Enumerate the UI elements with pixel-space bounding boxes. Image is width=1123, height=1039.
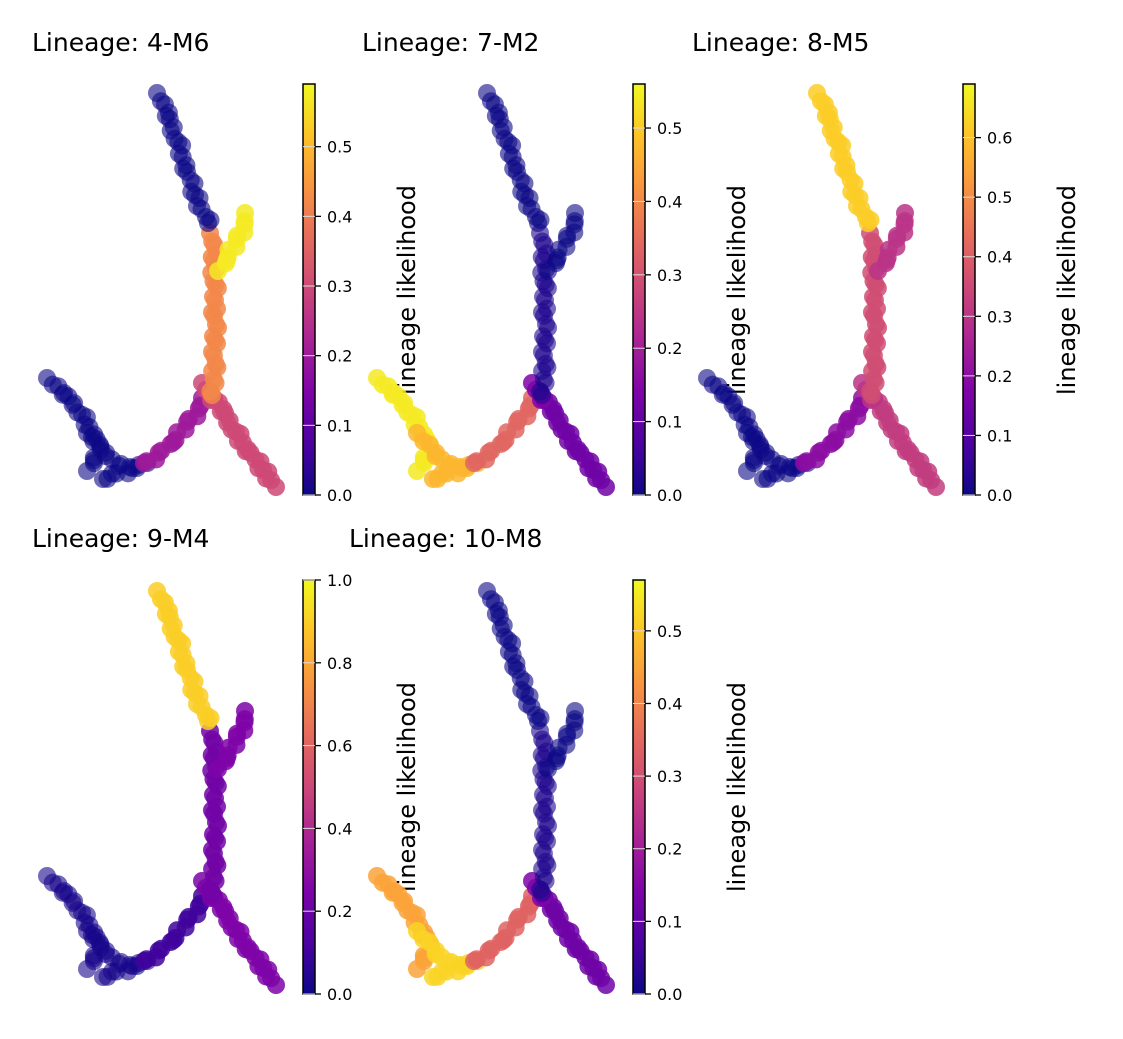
panel-title-8-M5: Lineage: 8-M5 [692,28,870,57]
panel-4: 0.0 0.1 0.2 0.3 0.4 0.5 lineage likelihood [368,579,751,1004]
scatter-point [78,960,96,978]
scatter-point [78,462,96,480]
colorbar-tick-label: 0.0 [327,985,352,1004]
colorbar [632,579,646,995]
scatter-point [209,262,227,280]
colorbar-tick-label: 0.8 [327,654,352,673]
scatter-point [863,386,881,404]
panel-title-10-M8: Lineage: 10-M8 [349,524,543,553]
colorbar-tick-label: 0.4 [657,192,682,211]
colorbar-tick-label: 0.3 [327,277,352,296]
scatter-point [754,470,772,488]
scatter-point [869,262,887,280]
colorbar-tick-label: 0.0 [987,486,1012,505]
scatter-point [203,884,221,902]
colorbar-tick-label: 0.2 [987,367,1012,386]
scatter-point [94,470,112,488]
colorbar-tick-label: 0.0 [327,486,352,505]
scatter-point [465,952,483,970]
scatter-point [199,712,217,730]
panel-title-7-M2: Lineage: 7-M2 [362,28,540,57]
colorbar-tick-label: 0.4 [987,248,1012,267]
panel-title-9-M4: Lineage: 9-M4 [32,524,210,553]
colorbar-label: lineage likelihood [723,185,751,395]
colorbar-tick-label: 0.2 [327,347,352,366]
colorbar-tick-label: 0.5 [327,138,352,157]
scatter-point [135,454,153,472]
panel-2: 0.0 0.1 0.2 0.3 0.4 0.5 0.6 lineage likelihood [698,83,1081,505]
scatter-point [533,884,551,902]
colorbar [632,83,646,496]
colorbar-tick-label: 0.1 [657,912,682,931]
colorbar-tick-label: 0.4 [657,694,682,713]
scatter-point [267,976,285,994]
colorbar-label: lineage likelihood [1053,185,1081,395]
panel-1: 0.0 0.1 0.2 0.3 0.4 0.5 lineage likelihood [368,83,751,505]
colorbar-tick-label: 0.4 [327,207,352,226]
scatter-point [465,454,483,472]
colorbar-tick-label: 0.4 [327,819,352,838]
scatter-point [135,952,153,970]
scatter-point [529,214,547,232]
colorbar-tick-label: 0.6 [987,129,1012,148]
scatter-point [203,386,221,404]
scatter-point [424,470,442,488]
scatter-point [408,462,426,480]
colorbar-tick-label: 0.2 [657,339,682,358]
colorbar-tick-label: 0.5 [987,188,1012,207]
colorbar-tick-label: 0.1 [987,426,1012,445]
colorbar-tick-label: 0.1 [327,416,352,435]
panel-0: 0.0 0.1 0.2 0.3 0.4 0.5 lineage likelihood [38,83,421,505]
scatter-point [267,478,285,496]
scatter-point [424,968,442,986]
scatter-point [539,262,557,280]
colorbar-tick-label: 0.6 [327,737,352,756]
colorbar-tick-label: 0.0 [657,985,682,1004]
colorbar [302,579,316,995]
scatter-point [795,454,813,472]
colorbar [302,83,316,496]
scatter-point [597,976,615,994]
colorbar-label: lineage likelihood [723,682,751,892]
colorbar-label: lineage likelihood [393,185,421,395]
scatter-point [529,712,547,730]
scatter-point [539,760,557,778]
scatter-point [597,478,615,496]
colorbar-tick-label: 0.3 [657,767,682,786]
scatter-point [199,214,217,232]
colorbar-tick-label: 0.1 [657,413,682,432]
colorbar-tick-label: 0.0 [657,486,682,505]
colorbar-tick-label: 0.3 [987,307,1012,326]
scatter-point [209,760,227,778]
colorbar-tick-label: 0.5 [657,622,682,641]
scatter-point [738,462,756,480]
panel-title-4-M6: Lineage: 4-M6 [32,28,210,57]
colorbar-tick-label: 0.2 [327,902,352,921]
scatter-point [927,478,945,496]
scatter-point [533,386,551,404]
scatter-point [859,214,877,232]
colorbar [962,83,976,496]
colorbar-label: lineage likelihood [393,682,421,892]
panel-3: 0.0 0.2 0.4 0.6 0.8 1.0 lineage likelihood [38,571,421,1004]
scatter-point [408,960,426,978]
scatter-point [94,968,112,986]
colorbar-tick-label: 0.5 [657,119,682,138]
colorbar-tick-label: 0.3 [657,266,682,285]
colorbar-tick-label: 0.2 [657,840,682,859]
colorbar-tick-label: 1.0 [327,571,352,590]
